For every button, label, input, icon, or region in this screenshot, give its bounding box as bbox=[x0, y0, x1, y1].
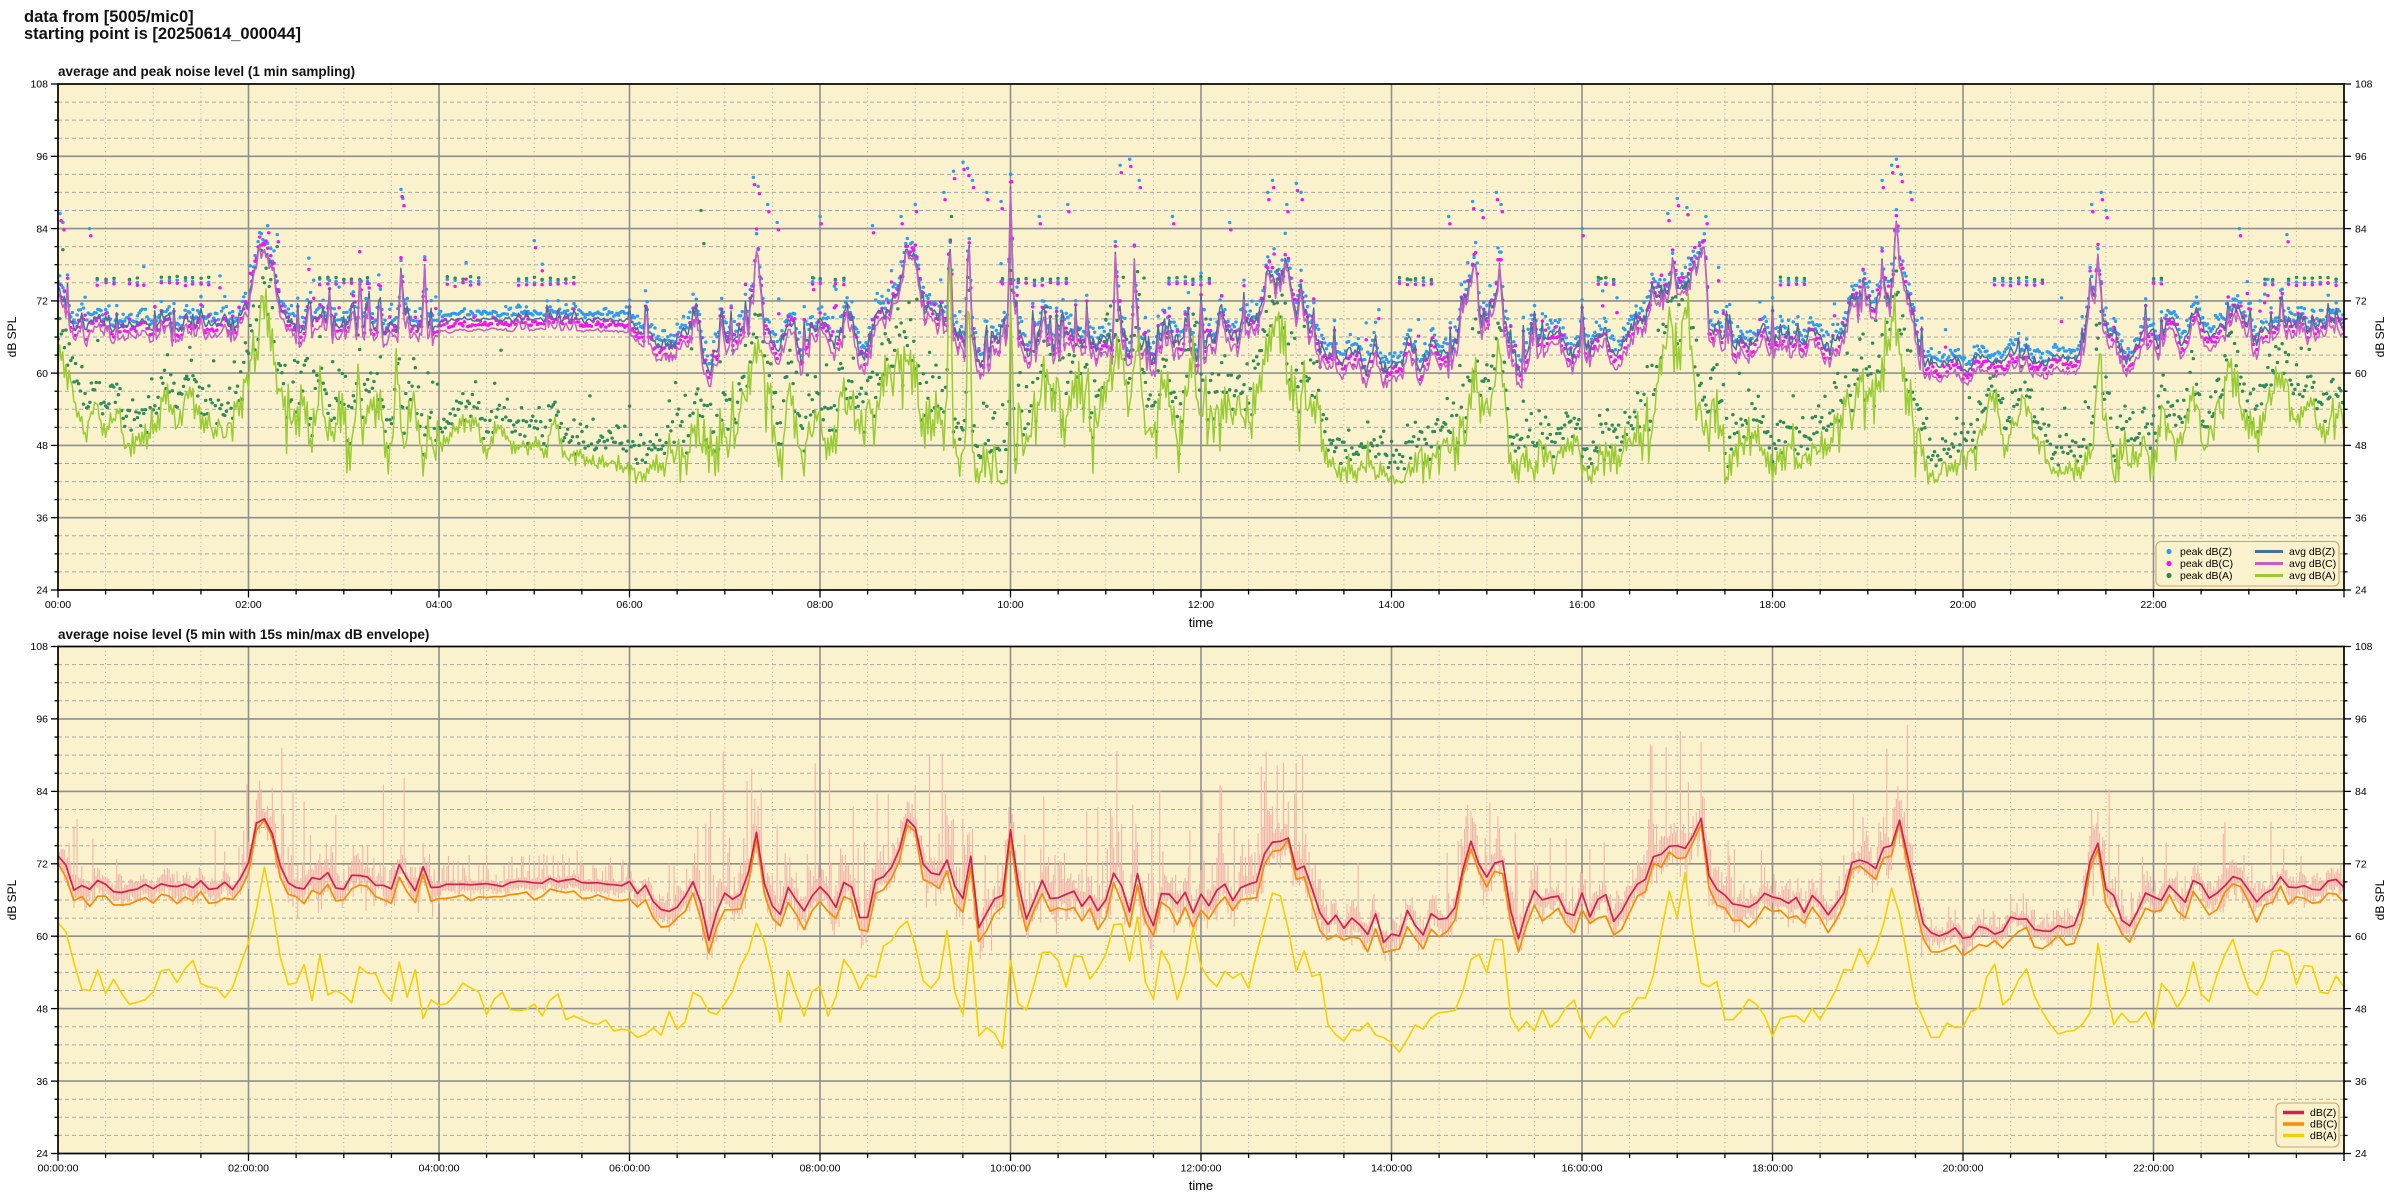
svg-text:60: 60 bbox=[2355, 368, 2367, 380]
svg-text:36: 36 bbox=[36, 1076, 48, 1088]
svg-text:14:00:00: 14:00:00 bbox=[1371, 1163, 1412, 1175]
svg-text:peak dB(C): peak dB(C) bbox=[2180, 558, 2233, 570]
svg-text:02:00:00: 02:00:00 bbox=[228, 1163, 269, 1175]
svg-text:avg dB(A): avg dB(A) bbox=[2289, 570, 2336, 582]
svg-text:average noise level (5 min wit: average noise level (5 min with 15s min/… bbox=[58, 627, 429, 642]
svg-text:08:00: 08:00 bbox=[807, 599, 833, 611]
svg-text:12:00: 12:00 bbox=[1188, 599, 1214, 611]
svg-text:20:00:00: 20:00:00 bbox=[1943, 1163, 1984, 1175]
svg-text:24: 24 bbox=[36, 1148, 48, 1160]
svg-text:84: 84 bbox=[2355, 223, 2367, 235]
svg-text:96: 96 bbox=[2355, 151, 2367, 163]
svg-text:36: 36 bbox=[36, 512, 48, 524]
svg-text:08:00:00: 08:00:00 bbox=[800, 1163, 841, 1175]
svg-text:60: 60 bbox=[36, 931, 48, 943]
svg-text:108: 108 bbox=[30, 79, 48, 91]
svg-text:24: 24 bbox=[36, 585, 48, 597]
svg-text:average and peak noise level (: average and peak noise level (1 min samp… bbox=[58, 64, 355, 79]
svg-text:00:00:00: 00:00:00 bbox=[38, 1163, 79, 1175]
svg-text:02:00: 02:00 bbox=[235, 599, 261, 611]
svg-text:10:00:00: 10:00:00 bbox=[990, 1163, 1031, 1175]
svg-text:48: 48 bbox=[36, 1003, 48, 1015]
svg-text:dB SPL: dB SPL bbox=[5, 879, 19, 920]
svg-text:16:00: 16:00 bbox=[1569, 599, 1595, 611]
svg-text:96: 96 bbox=[36, 714, 48, 726]
svg-text:96: 96 bbox=[36, 151, 48, 163]
svg-text:10:00: 10:00 bbox=[997, 599, 1023, 611]
svg-text:avg dB(Z): avg dB(Z) bbox=[2289, 546, 2335, 558]
svg-text:data from [5005/mic0]: data from [5005/mic0] bbox=[24, 8, 194, 26]
svg-text:14:00: 14:00 bbox=[1378, 599, 1404, 611]
svg-text:20:00: 20:00 bbox=[1950, 599, 1976, 611]
svg-text:24: 24 bbox=[2355, 1148, 2367, 1160]
svg-text:108: 108 bbox=[30, 641, 48, 653]
svg-text:04:00: 04:00 bbox=[426, 599, 452, 611]
svg-text:72: 72 bbox=[2355, 859, 2367, 871]
svg-text:dB SPL: dB SPL bbox=[2373, 316, 2387, 357]
svg-text:72: 72 bbox=[2355, 296, 2367, 308]
svg-text:36: 36 bbox=[2355, 512, 2367, 524]
svg-text:60: 60 bbox=[2355, 931, 2367, 943]
svg-text:72: 72 bbox=[36, 296, 48, 308]
svg-text:peak dB(A): peak dB(A) bbox=[2180, 570, 2233, 582]
svg-text:avg dB(C): avg dB(C) bbox=[2289, 558, 2336, 570]
svg-text:04:00:00: 04:00:00 bbox=[419, 1163, 460, 1175]
svg-text:36: 36 bbox=[2355, 1076, 2367, 1088]
svg-text:48: 48 bbox=[2355, 440, 2367, 452]
svg-text:60: 60 bbox=[36, 368, 48, 380]
svg-text:dB SPL: dB SPL bbox=[5, 316, 19, 357]
svg-text:18:00: 18:00 bbox=[1759, 599, 1785, 611]
svg-text:84: 84 bbox=[2355, 786, 2367, 798]
svg-text:06:00:00: 06:00:00 bbox=[609, 1163, 650, 1175]
svg-text:06:00: 06:00 bbox=[616, 599, 642, 611]
svg-text:dB(A): dB(A) bbox=[2310, 1130, 2337, 1142]
svg-text:22:00:00: 22:00:00 bbox=[2133, 1163, 2174, 1175]
svg-text:12:00:00: 12:00:00 bbox=[1181, 1163, 1222, 1175]
svg-text:time: time bbox=[1189, 615, 1214, 630]
svg-text:48: 48 bbox=[36, 440, 48, 452]
svg-text:18:00:00: 18:00:00 bbox=[1752, 1163, 1793, 1175]
svg-text:72: 72 bbox=[36, 859, 48, 871]
svg-text:00:00: 00:00 bbox=[45, 599, 71, 611]
svg-text:dB(C): dB(C) bbox=[2310, 1119, 2337, 1131]
svg-text:dB SPL: dB SPL bbox=[2373, 879, 2387, 920]
svg-text:108: 108 bbox=[2355, 79, 2373, 91]
svg-text:time: time bbox=[1189, 1178, 1214, 1193]
svg-text:84: 84 bbox=[36, 223, 48, 235]
svg-text:peak dB(Z): peak dB(Z) bbox=[2180, 546, 2232, 558]
svg-text:84: 84 bbox=[36, 786, 48, 798]
svg-text:22:00: 22:00 bbox=[2140, 599, 2166, 611]
svg-text:96: 96 bbox=[2355, 714, 2367, 726]
svg-text:dB(Z): dB(Z) bbox=[2310, 1107, 2336, 1119]
svg-text:48: 48 bbox=[2355, 1003, 2367, 1015]
svg-text:16:00:00: 16:00:00 bbox=[1562, 1163, 1603, 1175]
svg-text:starting point is [20250614_00: starting point is [20250614_000044] bbox=[24, 25, 301, 43]
svg-text:24: 24 bbox=[2355, 585, 2367, 597]
svg-text:108: 108 bbox=[2355, 641, 2373, 653]
